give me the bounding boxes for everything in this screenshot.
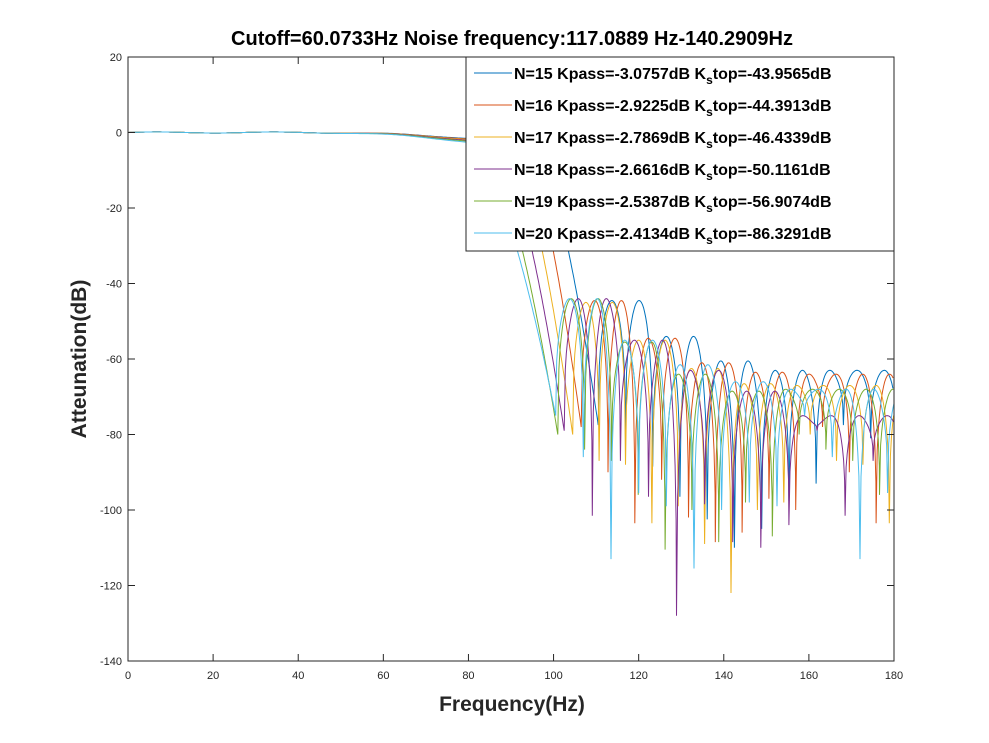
legend-box bbox=[465, 56, 895, 252]
x-tick-label: 100 bbox=[544, 670, 562, 682]
x-tick-label: 60 bbox=[377, 670, 389, 682]
legend-entry: N=20 Kpass=-2.4134dB Kstop=-86.3291dB bbox=[514, 226, 832, 247]
y-tick-label: 0 bbox=[116, 128, 122, 140]
x-tick-label: 80 bbox=[462, 670, 474, 682]
y-tick-label: -20 bbox=[106, 203, 122, 215]
x-tick-label: 20 bbox=[207, 670, 219, 682]
legend-entry: N=16 Kpass=-2.9225dB Kstop=-44.3913dB bbox=[514, 98, 832, 119]
x-axis-label: Frequency(Hz) bbox=[439, 693, 585, 716]
y-axis-label: Atteunation(dB) bbox=[68, 280, 91, 439]
x-tick-label: 120 bbox=[629, 670, 647, 682]
x-tick-label: 0 bbox=[125, 670, 131, 682]
y-tick-label: -120 bbox=[100, 581, 122, 593]
legend: N=15 Kpass=-3.0757dB Kstop=-43.9565dB N=1… bbox=[465, 56, 895, 252]
x-axis: 0 20 40 60 80 100 120 140 160 180 bbox=[125, 57, 903, 682]
y-tick-label: -100 bbox=[100, 505, 122, 517]
y-tick-label: -140 bbox=[100, 656, 122, 668]
y-tick-label: 20 bbox=[110, 52, 122, 64]
y-tick-label: -40 bbox=[106, 279, 122, 291]
legend-entry: N=15 Kpass=-3.0757dB Kstop=-43.9565dB bbox=[514, 66, 832, 87]
y-tick-label: -60 bbox=[106, 354, 122, 366]
y-tick-label: -80 bbox=[106, 430, 122, 442]
y-axis: 20 0 -20 -40 -60 -80 -100 -120 -140 bbox=[100, 52, 894, 668]
legend-entry: N=18 Kpass=-2.6616dB Kstop=-50.1161dB bbox=[514, 162, 831, 183]
x-tick-label: 40 bbox=[292, 670, 304, 682]
x-tick-label: 160 bbox=[800, 670, 818, 682]
series-lines bbox=[127, 131, 895, 616]
legend-entry: N=17 Kpass=-2.7869dB Kstop=-46.4339dB bbox=[514, 130, 832, 151]
series-line bbox=[127, 131, 895, 569]
x-tick-label: 140 bbox=[715, 670, 733, 682]
x-tick-label: 180 bbox=[885, 670, 903, 682]
chart-title: Cutoff=60.0733Hz Noise frequency:117.088… bbox=[231, 28, 793, 50]
legend-entry: N=19 Kpass=-2.5387dB Kstop=-56.9074dB bbox=[514, 194, 832, 215]
